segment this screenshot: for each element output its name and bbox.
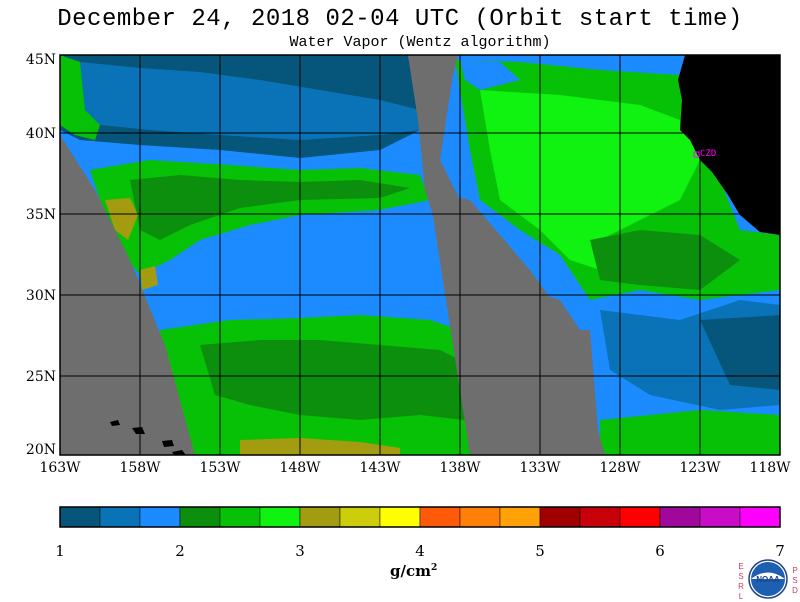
colorbar-swatch <box>179 506 221 528</box>
colorbar-swatch <box>579 506 621 528</box>
lon-label-158w: 158W <box>119 460 161 476</box>
lat-label-25n: 25N <box>25 369 56 385</box>
colorbar-swatch <box>259 506 301 528</box>
colorbar-swatch <box>139 506 181 528</box>
colorbar-swatch <box>339 506 381 528</box>
logo-letter-s2: S <box>792 576 798 585</box>
logo-letter-r: R <box>738 582 744 591</box>
colorbar-swatch <box>459 506 501 528</box>
map-frame <box>59 54 781 456</box>
vapor-field-olive-south <box>240 438 400 455</box>
colorbar-tick-6: 6 <box>655 542 665 560</box>
lat-label-45n: 45N <box>25 52 56 68</box>
station-label: CZD <box>700 149 716 159</box>
colorbar-tick-7: 7 <box>775 542 785 560</box>
colorbar-swatch <box>739 506 781 528</box>
colorbar-swatch <box>99 506 141 528</box>
colorbar-swatch <box>59 506 101 528</box>
colorbar-swatch <box>699 506 741 528</box>
lon-label-143w: 143W <box>359 460 401 476</box>
colorbar-swatch <box>219 506 261 528</box>
lon-label-163w: 163W <box>39 460 81 476</box>
logo-letter-d: D <box>792 586 798 595</box>
colorbar-swatch <box>299 506 341 528</box>
colorbar-tick-4: 4 <box>415 542 425 560</box>
colorbar-tick-2: 2 <box>175 542 185 560</box>
island-maui <box>162 440 174 447</box>
lat-label-35n: 35N <box>25 207 56 223</box>
noaa-logo: E S R L P S D NOAA <box>737 558 799 601</box>
colorbar-swatch <box>419 506 461 528</box>
colorbar-swatch <box>659 506 701 528</box>
vapor-field-olive-west <box>105 198 138 240</box>
vapor-field-darkgreen-central <box>130 175 410 240</box>
noaa-emblem-text: NOAA <box>756 575 780 584</box>
station-marker <box>693 151 700 158</box>
vapor-field-green-southeast <box>600 410 780 455</box>
lon-label-123w: 123W <box>679 460 721 476</box>
vapor-field-olive-west-2 <box>140 266 158 290</box>
map-title: December 24, 2018 02-04 UTC (Orbit start… <box>57 6 743 33</box>
map-subtitle: Water Vapor (Wentz algorithm) <box>289 34 551 51</box>
colorbar-units: g/cm2 <box>390 562 437 580</box>
colorbar-units-text: g/cm <box>390 562 431 580</box>
colorbar-tick-5: 5 <box>535 542 545 560</box>
lon-label-133w: 133W <box>519 460 561 476</box>
lat-label-30n: 30N <box>25 288 56 304</box>
colorbar-swatch <box>619 506 661 528</box>
logo-letter-l: L <box>738 592 744 601</box>
graticule <box>60 55 780 455</box>
logo-letter-s: S <box>738 572 744 581</box>
vapor-field-dark-east <box>700 315 780 390</box>
logo-letter-p: P <box>792 566 798 575</box>
lon-label-128w: 128W <box>599 460 641 476</box>
colorbar-tick-1: 1 <box>55 542 65 560</box>
colorbar-swatch <box>539 506 581 528</box>
colorbar-tick-3: 3 <box>295 542 305 560</box>
vapor-field-green-west <box>60 55 100 140</box>
lon-label-138w: 138W <box>439 460 481 476</box>
colorbar-frame <box>59 506 781 528</box>
noaa-emblem-icon: NOAA <box>748 559 788 599</box>
lat-label-40n: 40N <box>25 126 56 142</box>
lon-label-148w: 148W <box>279 460 321 476</box>
no-data-swath-gap-central-edge <box>425 190 605 455</box>
vapor-field-mid-north <box>80 62 420 140</box>
colorbar-units-superscript: 2 <box>430 563 438 573</box>
logo-letter-e: E <box>738 562 744 571</box>
lat-label-20n: 20N <box>25 442 56 458</box>
vapor-field-bright-east <box>480 90 700 270</box>
land-north-america <box>678 55 780 235</box>
island-oahu <box>132 427 145 434</box>
colorbar-swatch <box>499 506 541 528</box>
vapor-field-blue-east-top <box>460 60 520 90</box>
colorbar-swatch <box>379 506 421 528</box>
lon-label-153w: 153W <box>199 460 241 476</box>
vapor-field-darkgreen-south <box>200 340 465 420</box>
island-hawaii <box>172 450 186 455</box>
island-kauai <box>110 420 120 426</box>
colorbar <box>59 506 781 528</box>
vapor-field-darkgreen-east <box>590 230 740 290</box>
lon-label-118w: 118W <box>749 460 791 476</box>
